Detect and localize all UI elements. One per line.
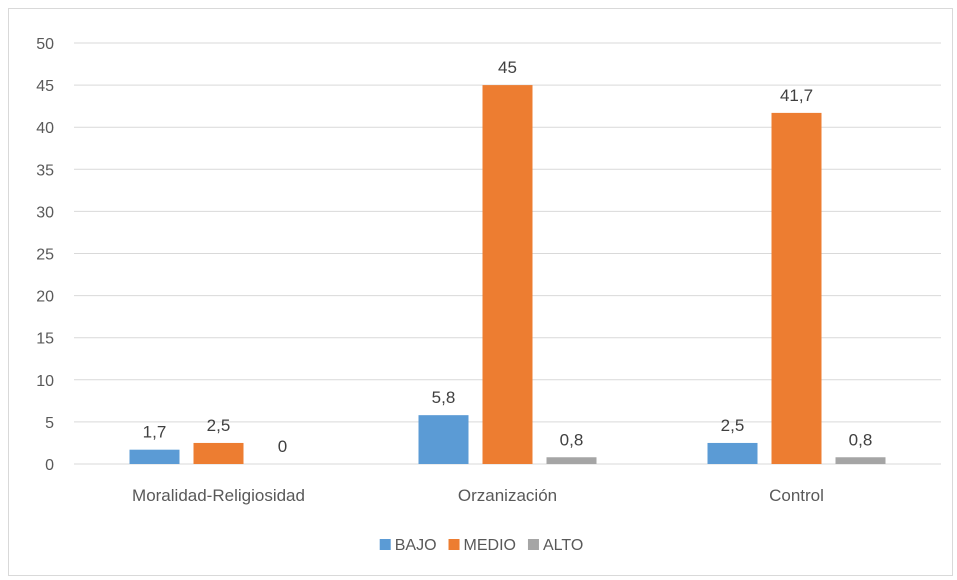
bar-bajo [129, 449, 180, 464]
legend-label: BAJO [395, 537, 437, 554]
bar-chart: 0 5 10 15 20 25 30 35 40 45 50 1,7 2,5 0 5,8 45 0,8 2,5 4… [36, 36, 941, 554]
data-label: 41,7 [780, 86, 813, 105]
y-tick-label: 35 [36, 162, 54, 179]
bar-bajo [418, 415, 469, 464]
data-label: 0,8 [849, 430, 873, 449]
data-label: 1,7 [143, 423, 167, 442]
data-label: 2,5 [721, 416, 745, 435]
legend-swatch [379, 539, 391, 550]
y-tick-label: 45 [36, 78, 54, 95]
category-label: Moralidad-Religiosidad [132, 486, 305, 505]
data-label: 2,5 [207, 416, 231, 435]
y-tick-label: 0 [45, 457, 54, 474]
y-tick-label: 5 [45, 415, 54, 432]
data-label: 5,8 [432, 388, 456, 407]
y-tick-label: 25 [36, 247, 54, 264]
y-tick-label: 50 [36, 36, 54, 53]
bar-medio [482, 85, 533, 464]
chart-frame: 0 5 10 15 20 25 30 35 40 45 50 1,7 2,5 0 5,8 45 0,8 2,5 4… [8, 8, 953, 576]
category-label: Orzanización [458, 486, 557, 505]
y-tick-label: 15 [36, 331, 54, 348]
bar-alto [546, 457, 597, 464]
y-tick-label: 20 [36, 289, 54, 306]
data-label: 0 [278, 437, 287, 456]
bar-medio [771, 112, 822, 465]
bar-medio [193, 442, 244, 464]
data-labels: 1,7 2,5 0 5,8 45 0,8 2,5 41,7 0,8 [143, 58, 873, 456]
y-tick-label: 10 [36, 373, 54, 390]
legend-label: ALTO [543, 537, 583, 554]
y-tick-label: 40 [36, 120, 54, 137]
legend: BAJO MEDIO ALTO [379, 537, 583, 554]
legend-label: MEDIO [464, 537, 516, 554]
legend-item-medio: MEDIO [448, 537, 516, 554]
legend-item-bajo: BAJO [379, 537, 437, 554]
data-label: 45 [498, 58, 517, 77]
y-axis-ticks: 0 5 10 15 20 25 30 35 40 45 50 [36, 36, 54, 474]
y-tick-label: 30 [36, 204, 54, 221]
legend-swatch [448, 539, 460, 550]
bar-bajo [707, 442, 758, 464]
bars [129, 85, 886, 465]
legend-item-alto: ALTO [527, 537, 583, 554]
category-labels: Moralidad-Religiosidad Orzanización Contro… [132, 486, 824, 505]
category-label: Control [769, 486, 824, 505]
bar-alto [835, 457, 886, 464]
legend-swatch [527, 539, 539, 550]
data-label: 0,8 [560, 430, 584, 449]
